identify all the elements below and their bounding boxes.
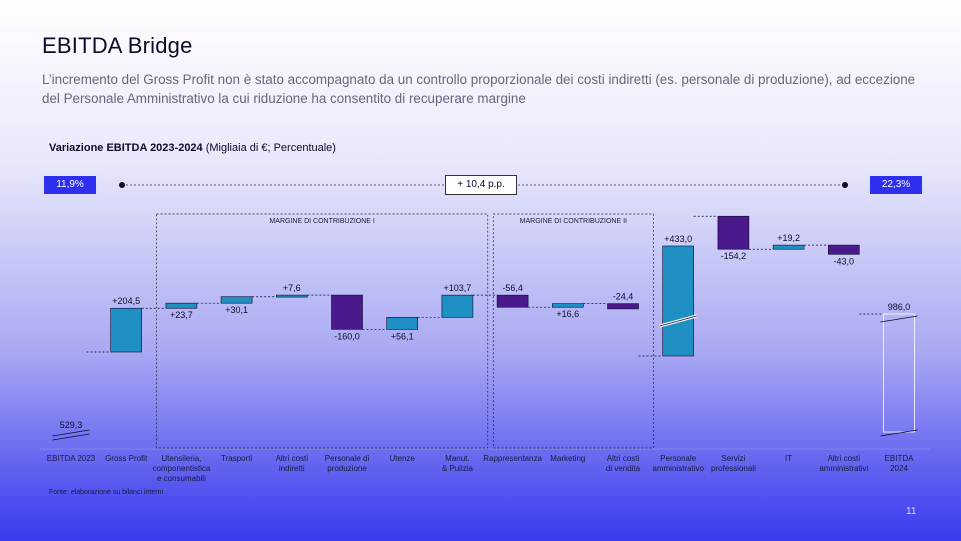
- data-label: +16,6: [556, 309, 579, 319]
- data-label: +56,1: [391, 331, 414, 341]
- waterfall-bar: [110, 307, 142, 353]
- data-label: +7,6: [283, 283, 301, 293]
- x-tick-label: Marketing: [550, 454, 585, 463]
- waterfall-bar: [496, 294, 529, 308]
- waterfall-bar: [717, 215, 750, 250]
- x-tick-label: EBITDA 2023: [47, 454, 96, 463]
- x-tick-label: Rappresentanza: [483, 454, 542, 463]
- group-label: MARGINE DI CONTRIBUZIONE I: [269, 218, 374, 225]
- x-tick-label: Altri costi indiretti: [276, 454, 309, 473]
- waterfall-bar: [220, 296, 253, 304]
- page-subtitle: L’incremento del Gross Profit non è stat…: [42, 72, 916, 106]
- data-label: -160,0: [334, 331, 360, 341]
- x-tick-label: EBITDA 2024: [885, 454, 915, 473]
- chart-title-main: Variazione EBITDA 2023-2024: [49, 142, 203, 154]
- page-title: EBITDA Bridge: [42, 33, 193, 58]
- data-label: -154,2: [721, 251, 747, 261]
- waterfall-bar: [441, 294, 474, 318]
- waterfall-bar: [275, 294, 308, 298]
- x-tick-label: Trasporti: [221, 454, 252, 463]
- data-label: -43,0: [834, 256, 855, 266]
- waterfall-bar: [662, 245, 695, 357]
- source-note: Fonte: elaborazione su bilanci interni: [49, 489, 164, 496]
- x-tick-label: Personale amministrativo: [652, 454, 704, 473]
- waterfall-bar: [607, 303, 639, 310]
- waterfall-bar: [551, 303, 584, 308]
- group-label: MARGINE DI CONTRIBUZIONE II: [520, 218, 627, 225]
- data-label: +23,7: [170, 310, 193, 320]
- chart-title-unit: (Migliaia di €; Percentuale): [202, 142, 336, 154]
- waterfall-bar: [386, 317, 419, 330]
- page-number: 11: [906, 506, 917, 517]
- break-mark: [52, 429, 90, 437]
- data-label: +19,2: [777, 233, 800, 243]
- x-tick-label: Personale di produzione: [325, 454, 370, 473]
- x-tick-label: Altri costi amministrativi: [819, 454, 868, 473]
- margin-delta-box: + 10,4 p.p.: [445, 175, 517, 195]
- x-tick-label: Altri costi di vendita: [606, 454, 641, 473]
- group-box: [156, 213, 489, 449]
- x-tick-label: Servizi professionali: [711, 454, 756, 473]
- data-label: +433,0: [664, 234, 692, 244]
- waterfall-bar: [772, 244, 805, 250]
- data-label: +30,1: [225, 305, 248, 315]
- x-tick-label: Utensileria, componentistica e consumabili: [152, 454, 210, 483]
- data-label: 986,0: [888, 302, 911, 312]
- break-mark: [880, 315, 918, 323]
- margin-start-badge: 11,9%: [44, 176, 96, 194]
- break-mark: [880, 429, 918, 437]
- group-box: [492, 213, 654, 449]
- waterfall-bar: [165, 302, 198, 309]
- total-bar: [883, 313, 915, 433]
- break-mark: [659, 315, 697, 327]
- data-label: -24,4: [613, 292, 634, 302]
- waterfall-bar: [331, 294, 363, 330]
- chart-title: Variazione EBITDA 2023-2024 (Migliaia di…: [49, 142, 336, 154]
- margin-end-dot: [842, 182, 848, 188]
- x-tick-label: Gross Profit: [105, 454, 148, 463]
- margin-start-dot: [119, 182, 125, 188]
- data-label: -56,4: [502, 283, 523, 293]
- x-tick-label: Utenze: [390, 454, 416, 463]
- x-tick-label: IT: [785, 454, 792, 463]
- margin-end-badge: 22,3%: [870, 176, 922, 194]
- data-label: +103,7: [444, 283, 472, 293]
- break-mark: [52, 433, 90, 441]
- x-tick-label: Manut. & Pulizia: [442, 454, 474, 473]
- data-label: +204,5: [112, 296, 140, 306]
- waterfall-bar: [827, 244, 860, 255]
- data-label: 529,3: [60, 420, 83, 430]
